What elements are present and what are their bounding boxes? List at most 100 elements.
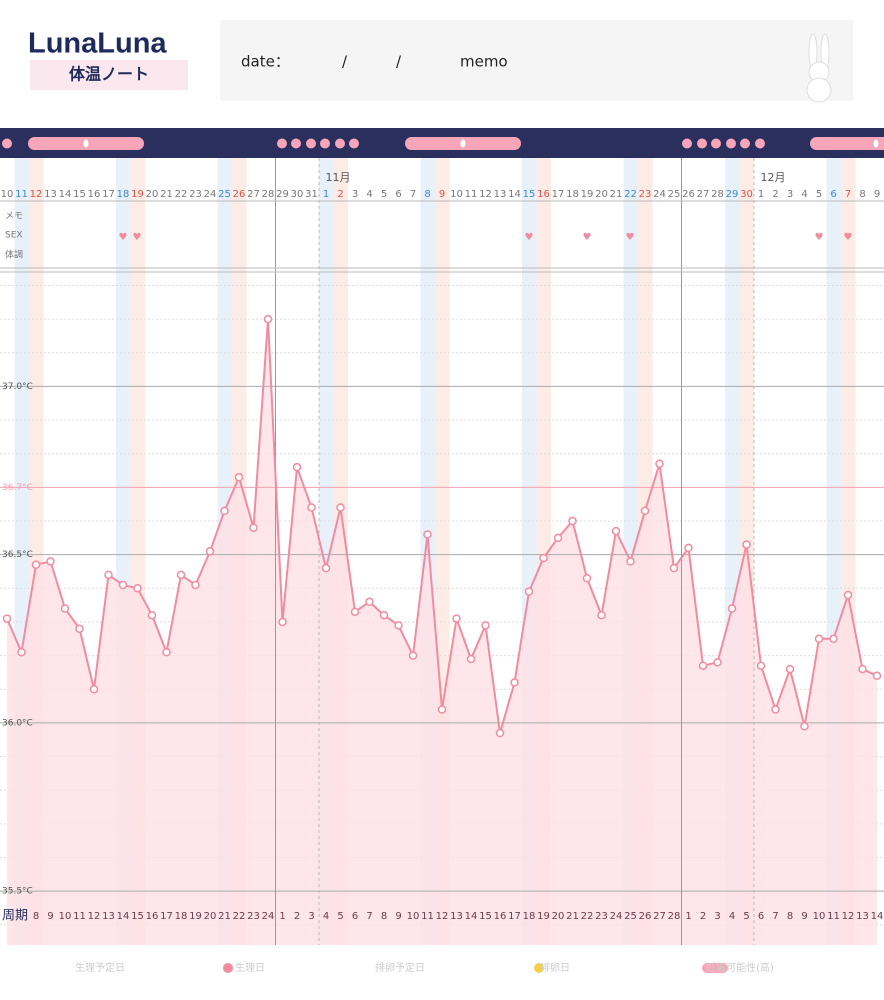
day-label: 7	[845, 189, 851, 200]
day-label: 26	[682, 189, 695, 200]
subtitle: 体温ノート	[69, 65, 149, 84]
temperature-point	[814, 634, 824, 644]
temperature-point	[437, 705, 447, 714]
temperature-point	[872, 671, 882, 681]
day-label: 23	[639, 189, 652, 200]
cycle-day: 14	[465, 911, 478, 922]
cycle-day: 22	[581, 911, 594, 922]
day-label: 30	[291, 189, 304, 200]
cycle-day: 12	[436, 911, 449, 922]
temperature-point	[568, 516, 577, 526]
band-markers	[2, 137, 884, 150]
legend-label: 排卵日	[540, 961, 570, 974]
day-label: 27	[697, 189, 710, 200]
day-label: 17	[102, 189, 115, 200]
svg-text:♥: ♥	[525, 232, 534, 243]
temperature-point	[756, 661, 766, 670]
day-label: 29	[276, 189, 289, 200]
date-box	[220, 20, 853, 101]
cycle-day: 27	[653, 911, 666, 922]
cycle-day: 4	[729, 911, 735, 922]
cycle-day: 24	[610, 911, 623, 922]
temperature-point	[582, 573, 592, 583]
temperature-point	[278, 617, 287, 627]
legend-label: 生理予定日	[75, 961, 125, 974]
day-label: 31	[305, 189, 318, 200]
day-label: 27	[247, 189, 260, 200]
slash: /	[396, 53, 402, 71]
day-label: 16	[88, 189, 101, 200]
temperature-point	[742, 540, 751, 549]
cycle-day: 13	[856, 911, 869, 922]
temperature-point	[640, 506, 650, 516]
cycle-day: 3	[714, 911, 720, 922]
day-label: 12	[30, 189, 43, 200]
legend-icon	[702, 963, 728, 973]
cycle-day: 5	[337, 911, 343, 922]
cycle-day: 24	[262, 911, 275, 922]
cycle-day: 18	[175, 911, 188, 922]
day-label: 7	[410, 189, 416, 200]
temperature-point	[800, 722, 809, 731]
legend-label: 排卵予定日	[375, 961, 425, 974]
temperature-point	[597, 610, 606, 620]
day-label: 3	[787, 189, 793, 200]
temperature-point	[118, 580, 128, 590]
subtitle-bg	[30, 60, 188, 90]
day-label: 11	[15, 189, 28, 200]
cycle-day: 20	[552, 911, 565, 922]
day-label: 5	[381, 189, 387, 200]
y-tick-label: 37.0°C	[2, 382, 33, 392]
cycle-day: 12	[842, 911, 855, 922]
cycle-day: 16	[494, 911, 507, 922]
cycle-day: 20	[204, 911, 217, 922]
svg-text:♥: ♥	[119, 232, 128, 243]
day-label: 14	[508, 189, 521, 200]
cycle-day: 10	[59, 911, 72, 922]
cycle-day: 8	[33, 911, 39, 922]
month-label: 11月	[326, 171, 351, 184]
day-label: 18	[117, 189, 130, 200]
temperature-point	[727, 604, 737, 613]
cycle-day: 13	[102, 911, 115, 922]
temperature-area	[7, 319, 877, 945]
legend: 生理予定日 生理日 排卵予定日 排卵日 妊娠可能性(高)	[75, 961, 774, 974]
day-label: 2	[772, 189, 778, 200]
temperature-point	[495, 728, 505, 738]
legend-icon	[223, 963, 233, 973]
cycle-day: 4	[323, 911, 329, 922]
day-label: 24	[204, 189, 217, 200]
cycle-day: 26	[639, 911, 652, 922]
day-label: 9	[439, 189, 445, 200]
y-tick-label: 35.5°C	[2, 887, 33, 897]
cycle-day: 15	[479, 911, 492, 922]
cycle-day: 5	[743, 911, 749, 922]
cycle-day: 25	[624, 911, 637, 922]
day-label: 25	[218, 189, 231, 200]
temperature-point	[307, 503, 316, 512]
svg-text:♥: ♥	[626, 232, 635, 243]
day-label: 16	[537, 189, 550, 200]
temperature-point	[611, 526, 621, 536]
day-label: 4	[366, 189, 372, 200]
day-label: 3	[352, 189, 358, 200]
temperature-point	[365, 597, 374, 607]
cycle-day: 9	[801, 911, 807, 922]
cycle-day: 3	[308, 911, 314, 922]
cycle-day: 6	[758, 911, 764, 922]
temperature-point	[104, 570, 113, 580]
temperature-point	[17, 647, 26, 657]
svg-text:♥: ♥	[133, 232, 142, 243]
day-label: 8	[859, 189, 865, 200]
cycle-day: 23	[247, 911, 260, 922]
logo: LunaLuna	[28, 28, 167, 60]
day-label: 29	[726, 189, 739, 200]
day-label: 6	[830, 189, 836, 200]
cycle-day: 10	[813, 911, 826, 922]
memo-label: memo	[460, 53, 508, 71]
day-label: 8	[424, 189, 430, 200]
sex-hearts: ♥ ♥ ♥ ♥ ♥ ♥ ♥	[119, 232, 853, 243]
temperature-point	[394, 621, 403, 630]
cycle-day: 16	[146, 911, 159, 922]
temperature-point	[669, 563, 679, 573]
